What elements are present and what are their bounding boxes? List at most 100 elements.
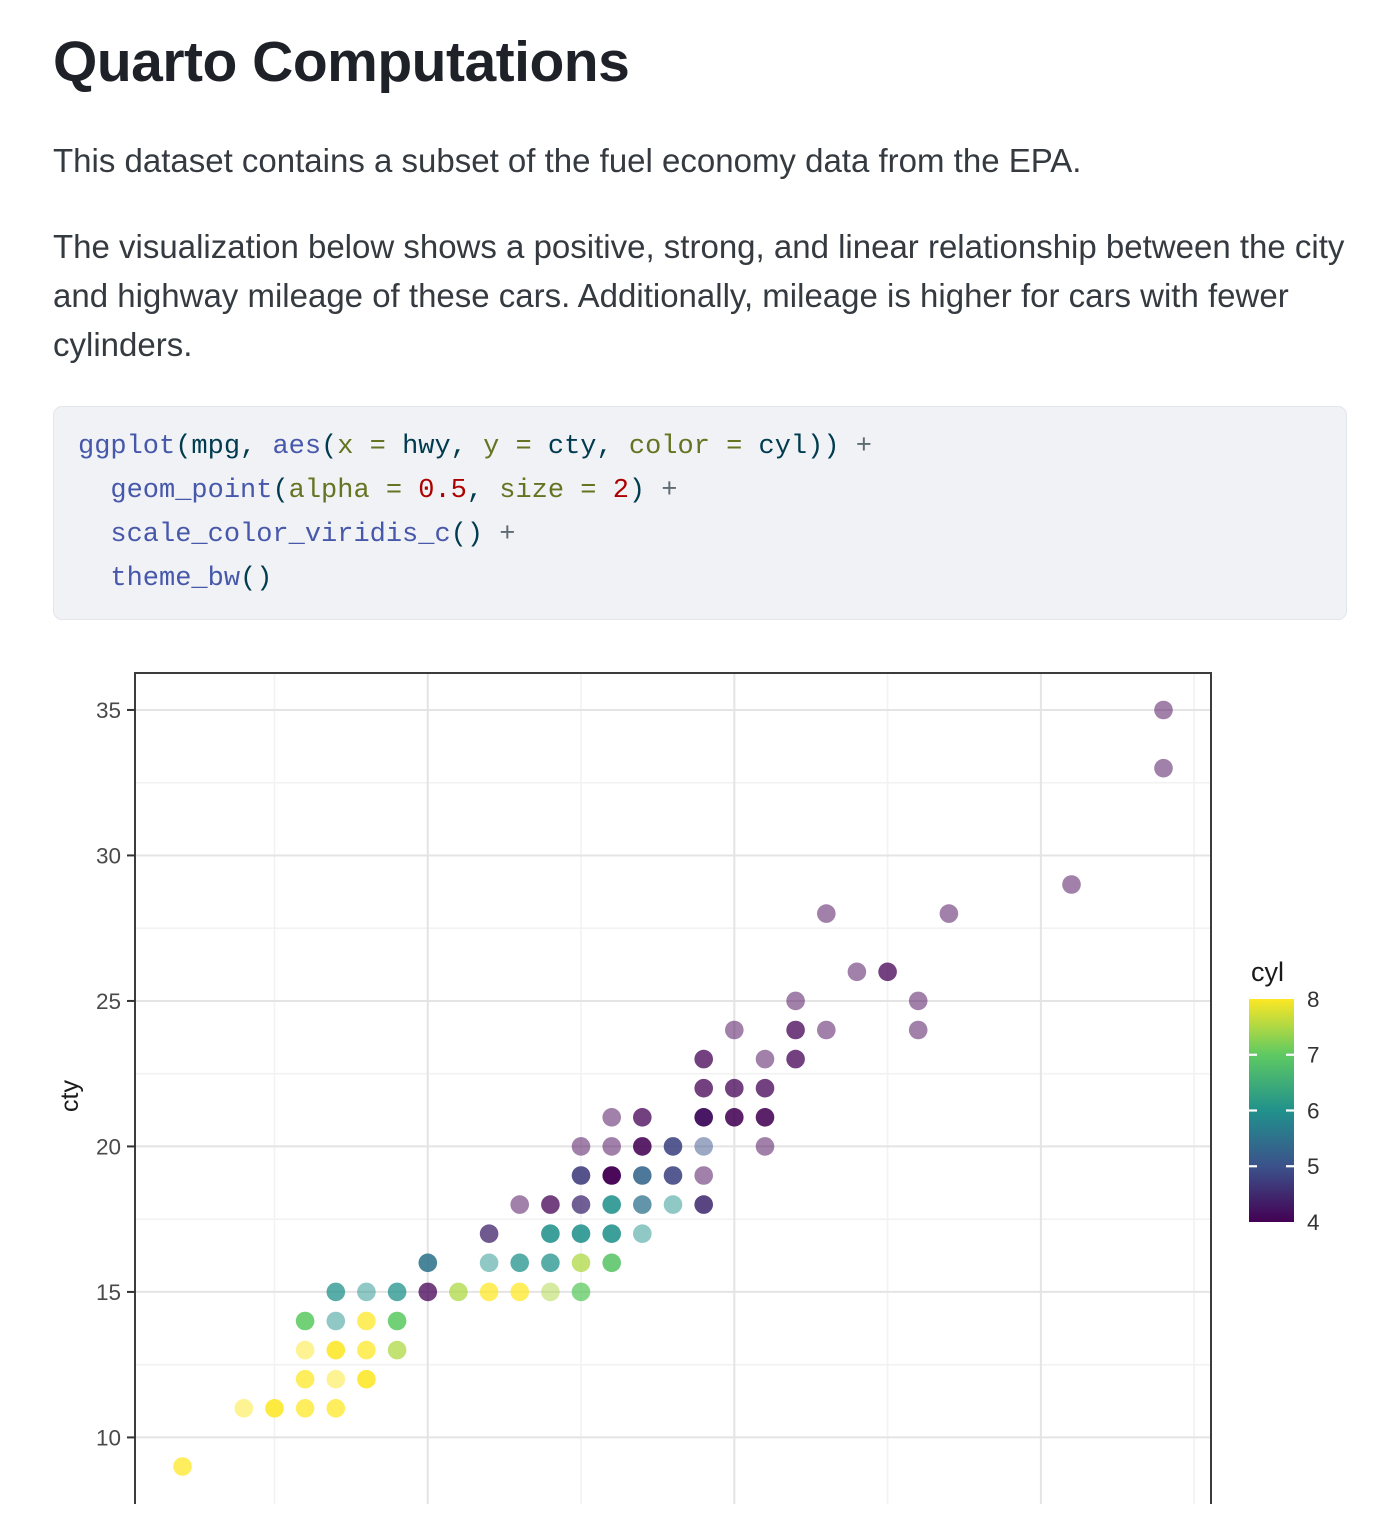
data-point [326, 1398, 346, 1418]
data-point [510, 1282, 529, 1301]
data-point [326, 1340, 346, 1359]
data-point [295, 1311, 315, 1330]
data-point [387, 1311, 407, 1330]
plot-panel [135, 672, 1211, 1504]
data-point [939, 903, 959, 923]
data-point [326, 1311, 346, 1330]
legend-tick-label: 7 [1307, 1042, 1320, 1067]
code-block: ggplot(mpg, aes(x = hwy, y = cty, color … [53, 405, 1347, 620]
y-tick-label: 30 [96, 843, 121, 868]
r-source-code: ggplot(mpg, aes(x = hwy, y = cty, color … [78, 425, 1322, 601]
data-point [663, 1136, 683, 1156]
data-point [479, 1282, 499, 1301]
data-point [541, 1223, 560, 1243]
data-point [602, 1165, 621, 1185]
data-point [602, 1107, 621, 1127]
data-point [295, 1398, 315, 1418]
code-line: theme_bw() [110, 563, 273, 594]
data-point [571, 1282, 591, 1301]
legend-tick-label: 5 [1307, 1154, 1320, 1179]
data-point [602, 1253, 621, 1272]
data-point [510, 1253, 529, 1272]
data-point [265, 1398, 284, 1418]
intro-paragraph: This dataset contains a subset of the fu… [53, 141, 1082, 179]
y-tick-label: 35 [96, 697, 121, 722]
data-point [357, 1311, 376, 1330]
data-point [541, 1194, 560, 1214]
data-point [326, 1369, 346, 1389]
y-tick-label: 20 [96, 1134, 121, 1159]
data-point [479, 1253, 499, 1272]
data-point [1062, 874, 1081, 894]
data-point [387, 1282, 407, 1301]
data-point [786, 1049, 805, 1068]
data-point [694, 1049, 713, 1068]
data-point [633, 1165, 652, 1185]
data-point [755, 1049, 775, 1068]
data-point [725, 1078, 744, 1098]
data-point [663, 1194, 683, 1214]
y-tick-label: 10 [96, 1425, 121, 1450]
data-point [571, 1223, 591, 1243]
data-point [725, 1107, 744, 1127]
legend-tick-label: 6 [1307, 1098, 1320, 1123]
data-point [418, 1282, 438, 1301]
data-point [633, 1194, 652, 1214]
data-point [387, 1340, 407, 1359]
data-point [571, 1194, 591, 1214]
data-point [541, 1282, 560, 1301]
data-point [479, 1223, 499, 1243]
code-line: scale_color_viridis_c() + [110, 519, 516, 550]
document-page: Quarto Computations This dataset contain… [0, 30, 1400, 1504]
code-line: ggplot(mpg, aes(x = hwy, y = cty, color … [78, 431, 872, 462]
data-point [633, 1107, 652, 1127]
data-point [357, 1282, 376, 1301]
data-point [694, 1165, 713, 1185]
description-paragraph: The visualization below shows a positive… [53, 227, 1345, 363]
data-point [908, 991, 928, 1010]
y-tick-label: 15 [96, 1279, 121, 1304]
data-point [541, 1253, 560, 1272]
data-point [755, 1078, 775, 1098]
data-point [755, 1107, 775, 1127]
data-point [571, 1165, 591, 1185]
page-title: Quarto Computations [53, 30, 630, 94]
data-point [755, 1136, 775, 1156]
data-point [571, 1253, 591, 1272]
data-point [173, 1456, 192, 1476]
y-axis-title: cty [56, 1079, 84, 1111]
data-point [602, 1223, 621, 1243]
data-point [847, 962, 867, 981]
hwy-cty-scatter-plot: 35 30 25 20 15 10 cty cyl 8 7 6 5 4 [56, 671, 1320, 1504]
data-point [357, 1340, 376, 1359]
data-point [725, 1020, 744, 1039]
data-point [663, 1165, 683, 1185]
data-point [326, 1282, 346, 1301]
data-point [357, 1369, 376, 1389]
data-point [295, 1369, 315, 1389]
data-point [694, 1136, 713, 1156]
data-point [510, 1194, 529, 1214]
code-line: geom_point(alpha = 0.5, size = 2) + [110, 475, 678, 506]
data-point [295, 1340, 315, 1359]
data-point [1154, 758, 1173, 778]
scatter-plot-figure: 35 30 25 20 15 10 cty cyl 8 7 6 5 4 [53, 664, 1347, 1504]
data-point [786, 991, 805, 1010]
y-tick-label: 25 [96, 988, 121, 1013]
legend-tick-label: 8 [1307, 986, 1320, 1011]
data-point [817, 1020, 836, 1039]
data-point [602, 1136, 621, 1156]
legend-title: cyl [1251, 957, 1284, 987]
data-point [633, 1223, 652, 1243]
data-point [878, 962, 897, 981]
data-point [1154, 700, 1173, 719]
legend-tick-label: 4 [1307, 1209, 1320, 1234]
data-point [449, 1282, 468, 1301]
data-point [694, 1194, 713, 1214]
data-point [817, 903, 836, 923]
data-point [908, 1020, 928, 1039]
data-point [234, 1398, 254, 1418]
panel-border [134, 671, 1212, 1504]
data-point [418, 1253, 438, 1272]
data-point [571, 1136, 591, 1156]
